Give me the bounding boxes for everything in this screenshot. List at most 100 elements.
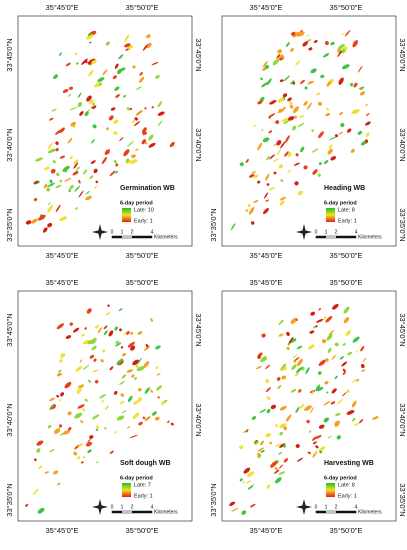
legend-gradient	[326, 208, 335, 222]
field-patch	[315, 445, 319, 449]
field-patch	[89, 41, 92, 44]
field-patch	[53, 427, 61, 433]
legend-early: Early: 1	[134, 493, 153, 499]
field-patch	[63, 430, 70, 435]
field-patch	[157, 100, 163, 108]
latitude-label: 33°45'0"N	[5, 313, 14, 346]
field-patch	[76, 62, 79, 65]
field-patch	[331, 388, 337, 394]
field-patch	[88, 99, 95, 104]
legend-late: Late: 8	[338, 482, 355, 488]
field-patch	[268, 130, 273, 134]
field-patch	[297, 190, 303, 196]
field-patch	[114, 63, 119, 69]
field-patch	[119, 380, 126, 385]
field-patch	[82, 364, 90, 371]
field-patch	[96, 425, 99, 429]
field-patch	[155, 74, 160, 79]
legend-late: Late: 7	[134, 482, 151, 488]
field-patch	[148, 134, 154, 141]
field-patch	[119, 328, 122, 332]
field-patch	[169, 141, 175, 148]
longitude-label: 35°45'0"E	[250, 3, 283, 12]
field-patch	[351, 400, 357, 408]
field-patch	[91, 138, 95, 144]
field-patch	[298, 389, 302, 393]
field-patch	[330, 156, 337, 161]
field-patch	[251, 171, 256, 174]
field-patch	[74, 52, 78, 55]
field-patch	[37, 507, 45, 514]
field-patch	[62, 88, 69, 94]
latitude-label: 33°45'0"N	[398, 313, 407, 346]
field-patch	[129, 434, 138, 439]
field-patch	[292, 31, 301, 38]
scale-bar-segment	[336, 511, 356, 513]
field-patch	[289, 338, 297, 343]
field-patch	[294, 115, 298, 119]
field-patch	[285, 42, 290, 47]
field-patch	[72, 327, 80, 333]
field-patch	[319, 450, 323, 454]
field-patch	[340, 122, 345, 127]
field-patch	[114, 170, 118, 174]
field-patch	[55, 184, 62, 189]
field-patch	[59, 155, 66, 159]
field-patch	[316, 92, 321, 96]
field-patch	[287, 97, 292, 102]
field-patch	[266, 396, 271, 400]
field-patch	[293, 106, 299, 114]
field-patch	[336, 398, 344, 406]
latitude-label: 33°35'0"N	[398, 208, 407, 241]
field-patch	[320, 74, 325, 79]
field-patch	[250, 221, 255, 225]
field-patch	[280, 363, 287, 371]
field-patch	[362, 357, 367, 363]
field-patch	[324, 41, 329, 45]
field-patch	[161, 399, 166, 406]
field-patch	[151, 61, 159, 66]
field-patch	[33, 180, 39, 184]
north-arrow	[92, 224, 108, 240]
field-patch	[81, 333, 85, 337]
field-patch	[133, 412, 139, 420]
legend-early: Early: 1	[338, 493, 357, 499]
field-patch	[84, 111, 89, 117]
field-patch	[230, 223, 236, 231]
field-patch	[361, 369, 366, 372]
legend-gradient	[326, 483, 335, 497]
field-patch	[261, 333, 266, 338]
field-patch	[278, 319, 284, 326]
field-patch	[134, 377, 137, 380]
legend-gradient	[122, 483, 131, 497]
field-patch	[300, 79, 305, 84]
scale-label: 2	[131, 229, 134, 235]
field-patch	[322, 427, 325, 430]
field-patch	[90, 337, 97, 345]
field-patch	[58, 369, 62, 373]
field-patch	[69, 107, 77, 110]
field-patch	[150, 389, 153, 393]
field-patch	[352, 40, 358, 48]
field-patch	[355, 378, 360, 382]
field-patch	[56, 482, 61, 486]
latitude-label: 33°45'0"N	[398, 38, 407, 71]
field-patch	[127, 140, 134, 148]
field-patch	[119, 54, 123, 59]
field-patch	[49, 117, 54, 121]
map-panel: 35°45'0"E 35°50'0"E 35°45'0"E 35°50'0"E 33°4…	[5, 278, 203, 535]
field-patch	[352, 336, 360, 343]
field-patch	[328, 330, 335, 336]
latitude-label: 33°40'0"N	[194, 128, 203, 161]
field-patch	[58, 424, 63, 428]
field-patch	[272, 58, 280, 66]
field-patch	[118, 308, 123, 312]
longitude-label: 35°50'0"E	[330, 526, 363, 535]
legend-title: 6-day period	[120, 475, 153, 481]
field-patch	[313, 450, 318, 456]
field-patch	[101, 399, 104, 403]
field-patch	[284, 151, 289, 157]
field-patch	[317, 101, 322, 106]
panel-title: Soft dough WB	[120, 460, 171, 467]
field-patch	[252, 124, 257, 128]
